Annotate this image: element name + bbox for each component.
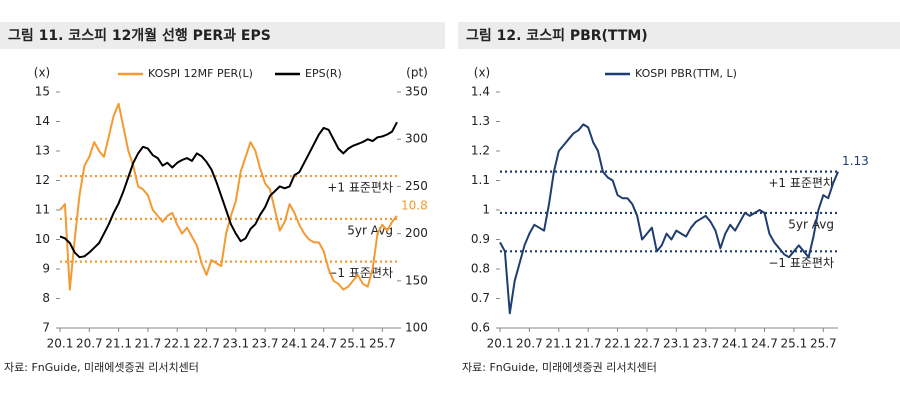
y2-tick-label: 300 [405, 132, 428, 146]
x-tick-label: 25.7 [810, 337, 837, 351]
x-tick-label: 24.7 [310, 337, 337, 351]
x-tick-label: 22.1 [604, 337, 631, 351]
y-tick-label: 0.9 [471, 232, 490, 246]
title-bar [458, 22, 900, 49]
x-tick-label: 23.1 [663, 337, 690, 351]
reference-label: +1 표준편차 [768, 176, 834, 190]
x-tick-label: 20.1 [487, 337, 514, 351]
y-unit: (x) [474, 66, 490, 80]
x-tick-label: 25.1 [781, 337, 808, 351]
x-tick-label: 25.1 [340, 337, 367, 351]
y-tick-label: 1.1 [471, 173, 490, 187]
x-tick-label: 24.7 [751, 337, 778, 351]
x-tick-label: 23.1 [222, 337, 249, 351]
x-tick-label: 22.7 [634, 337, 661, 351]
y2-tick-label: 350 [405, 85, 428, 99]
x-tick-label: 21.7 [575, 337, 602, 351]
y-tick-label: 15 [35, 85, 50, 99]
reference-label: +1 표준편차 [327, 181, 393, 195]
y2-tick-label: 200 [405, 226, 428, 240]
x-tick-label: 21.1 [545, 337, 572, 351]
x-tick-label: 24.1 [722, 337, 749, 351]
y-tick-label: 0.8 [471, 262, 490, 276]
y2-tick-label: 100 [405, 321, 428, 335]
x-tick-label: 20.7 [516, 337, 543, 351]
legend-label: EPS(R) [305, 67, 342, 80]
end-value-label: 1.13 [842, 154, 869, 168]
y-tick-label: 1.2 [471, 144, 490, 158]
legend-label: KOSPI 12MF PER(L) [148, 67, 253, 80]
x-tick-label: 20.1 [47, 337, 74, 351]
chart-title: 그림 12. 코스피 PBR(TTM) [466, 28, 648, 44]
chart-title: 그림 11. 코스피 12개월 선행 PER과 EPS [8, 27, 271, 44]
x-tick-label: 23.7 [252, 337, 279, 351]
source-note: 자료: FnGuide, 미래에셋증권 리서치센터 [4, 361, 199, 374]
y-tick-label: 1 [482, 203, 490, 217]
end-value-label: 10.8 [401, 198, 428, 212]
y-tick-label: 8 [42, 291, 50, 305]
x-tick-label: 20.7 [76, 337, 103, 351]
y-tick-label: 11 [35, 203, 50, 217]
x-tick-label: 24.1 [281, 337, 308, 351]
y-tick-label: 0.6 [471, 321, 490, 335]
reference-label: −1 표준편차 [327, 266, 393, 280]
x-tick-label: 25.7 [369, 337, 396, 351]
series-line [59, 102, 398, 291]
y-tick-label: 7 [42, 321, 50, 335]
title-bar [0, 22, 445, 49]
y2-tick-label: 150 [405, 273, 428, 287]
y2-tick-label: 250 [405, 179, 428, 193]
reference-label: 5yr Avg [788, 217, 834, 231]
y-tick-label: 13 [35, 144, 50, 158]
y-tick-label: 9 [42, 262, 50, 276]
y2-unit: (pt) [406, 66, 428, 80]
source-note: 자료: FnGuide, 미래에셋증권 리서치센터 [462, 361, 657, 374]
x-tick-label: 21.7 [135, 337, 162, 351]
series-line [499, 123, 839, 315]
x-tick-label: 21.1 [105, 337, 132, 351]
x-tick-label: 23.7 [692, 337, 719, 351]
legend-label: KOSPI PBR(TTM, L) [635, 67, 737, 80]
x-tick-label: 22.7 [193, 337, 220, 351]
y-unit: (x) [34, 66, 50, 80]
series-line [59, 121, 398, 259]
y-tick-label: 1.4 [471, 85, 490, 99]
y-tick-label: 0.7 [471, 291, 490, 305]
y-tick-label: 1.3 [471, 114, 490, 128]
y-tick-label: 10 [35, 232, 50, 246]
x-tick-label: 22.1 [164, 337, 191, 351]
y-tick-label: 14 [35, 114, 50, 128]
reference-label: −1 표준편차 [768, 256, 834, 270]
y-tick-label: 12 [35, 173, 50, 187]
